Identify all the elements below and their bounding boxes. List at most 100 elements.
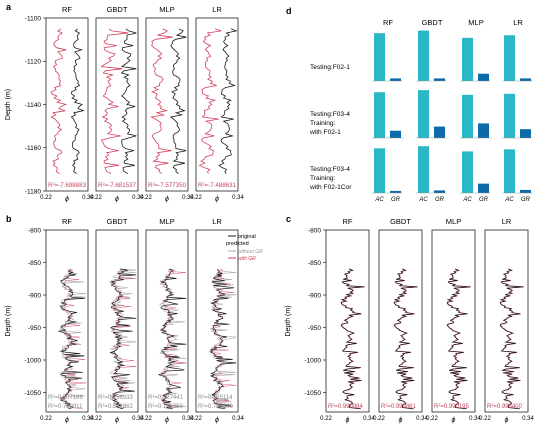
panel-b: b Depth (m) -800 -850 -900 -950 -1000 -1050 RF 0.… — [5, 214, 263, 424]
x-axis-label: ϕ — [165, 417, 169, 424]
gr-bar — [520, 78, 531, 81]
x-axis-label: ϕ — [346, 417, 350, 424]
x-tick-label: 0.22 — [40, 195, 52, 201]
predicted-line — [50, 28, 68, 175]
ac-bar — [418, 30, 429, 82]
r2-without-gr-annotation: R²=0.756933 — [98, 395, 134, 401]
gr-bar — [434, 126, 445, 138]
y-tick-label: -1050 — [304, 390, 321, 397]
panel-letter: b — [6, 214, 12, 224]
x-tick-label: 0.22 — [190, 416, 202, 422]
x-tick-label: 0.22 — [479, 416, 491, 422]
category-label-ac: AC — [374, 197, 384, 203]
original-line — [109, 268, 137, 410]
r2-annotation: R²=0.999984 — [328, 404, 364, 410]
column-title: LR — [513, 18, 523, 27]
r2-with-gr-annotation: R²=0.746359 — [148, 404, 184, 410]
x-tick-label: 0.22 — [190, 195, 202, 201]
x-tick-label: 0.22 — [90, 416, 102, 422]
legend-predicted-label: predicted — [226, 241, 249, 247]
x-axis-label: ϕ — [452, 417, 456, 424]
legend-with-gr-label: with GR — [238, 256, 256, 262]
category-label-gr: GR — [391, 197, 401, 203]
predicted-line — [446, 268, 471, 410]
column-title: GBDT — [107, 217, 128, 226]
column-title: RF — [62, 217, 72, 226]
gr-bar — [478, 183, 489, 193]
column-title: MLP — [468, 18, 483, 27]
predicted-line — [150, 28, 173, 175]
original-line — [209, 268, 237, 410]
original-line — [393, 268, 418, 410]
category-label-gr: GR — [435, 197, 445, 203]
column-frame — [484, 229, 529, 413]
x-tick-label: 0.34 — [416, 416, 428, 422]
x-axis-label: ϕ — [215, 417, 219, 424]
x-axis-label: ϕ — [505, 417, 509, 424]
y-tick-label: -1140 — [25, 102, 42, 109]
r2-with-gr-annotation: R²=0.832862 — [98, 404, 134, 410]
x-tick-label: 0.34 — [182, 416, 194, 422]
y-tick-label: -850 — [308, 260, 321, 267]
y-tick-label: -1100 — [25, 15, 42, 22]
ac-bar — [418, 90, 429, 138]
r2-annotation: R²=0.999861 — [381, 404, 417, 410]
x-tick-label: 0.34 — [232, 195, 244, 201]
x-tick-label: 0.22 — [90, 195, 102, 201]
original-line — [58, 268, 85, 410]
y-tick-label: -1120 — [25, 59, 42, 66]
y-tick-label: -1000 — [24, 357, 41, 364]
x-tick-label: 0.22 — [140, 416, 152, 422]
category-label-ac: AC — [418, 197, 428, 203]
gr-bar — [520, 189, 531, 193]
row-label: Testing:F03-4 — [310, 166, 350, 173]
x-tick-label: 0.22 — [40, 416, 52, 422]
predicted-with-gr-line — [208, 268, 237, 409]
category-label-ac: AC — [504, 197, 514, 203]
y-tick-label: -1000 — [304, 357, 321, 364]
original-line — [70, 28, 85, 175]
row-label: Training: — [310, 175, 336, 182]
x-tick-label: 0.22 — [320, 416, 332, 422]
panel-letter: a — [6, 2, 12, 12]
gr-bar — [390, 190, 401, 193]
x-axis-label: ϕ — [165, 196, 169, 203]
panel-c: c Depth (m) -800 -850 -900 -950 -1000 -1050 RF 0.… — [285, 214, 534, 424]
predicted-without-gr-line — [209, 268, 237, 410]
gr-bar — [434, 78, 445, 81]
ac-bar — [504, 93, 515, 138]
category-label-gr: GR — [521, 197, 531, 203]
y-axis-label: Depth (m) — [5, 305, 12, 336]
y-tick-label: -850 — [28, 260, 41, 267]
x-axis-label: ϕ — [65, 417, 69, 424]
predicted-line — [499, 268, 524, 410]
row-label: Testing:F02-1 — [310, 64, 350, 71]
x-tick-label: 0.34 — [363, 416, 375, 422]
predicted-without-gr-line — [59, 268, 87, 409]
x-axis-label: ϕ — [399, 417, 403, 424]
y-tick-label: -900 — [28, 292, 41, 299]
column-frame — [431, 229, 476, 413]
r2-annotation: R²=-7.488631 — [198, 182, 237, 189]
y-tick-label: -1160 — [25, 145, 42, 152]
column-title: LR — [212, 217, 222, 226]
r2-annotation: R²=0.998400 — [487, 404, 523, 410]
y-axis-label: Depth (m) — [285, 305, 292, 336]
column-title: LR — [502, 217, 512, 226]
r2-annotation: R²=-7.577350 — [148, 182, 187, 189]
y-axis-label: Depth (m) — [5, 89, 12, 120]
x-tick-label: 0.34 — [132, 416, 144, 422]
panel-d: d RF GBDT MLP LR Testing:F02-1 Testing:F03-4 Tr… — [286, 6, 533, 203]
legend-original-label: original — [238, 234, 256, 240]
row-label: with F02-1Cor — [309, 184, 352, 191]
column-frame — [95, 17, 139, 192]
ac-bar — [374, 33, 385, 81]
gr-bar — [520, 129, 531, 138]
x-axis-label: ϕ — [115, 417, 119, 424]
r2-annotation: R²=0.990195 — [434, 404, 470, 410]
ac-bar — [462, 151, 473, 193]
column-frame — [195, 229, 239, 413]
x-tick-label: 0.34 — [82, 195, 94, 201]
x-tick-label: 0.22 — [373, 416, 385, 422]
